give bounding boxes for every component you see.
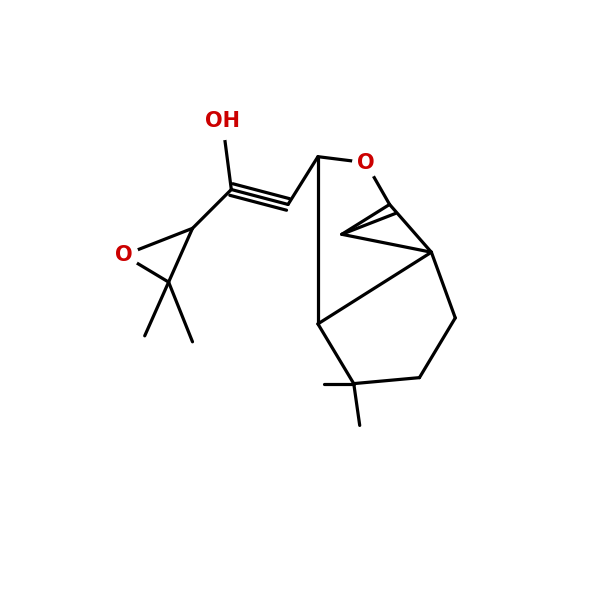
- Text: O: O: [357, 152, 374, 173]
- Text: O: O: [115, 245, 133, 265]
- Text: OH: OH: [205, 111, 240, 131]
